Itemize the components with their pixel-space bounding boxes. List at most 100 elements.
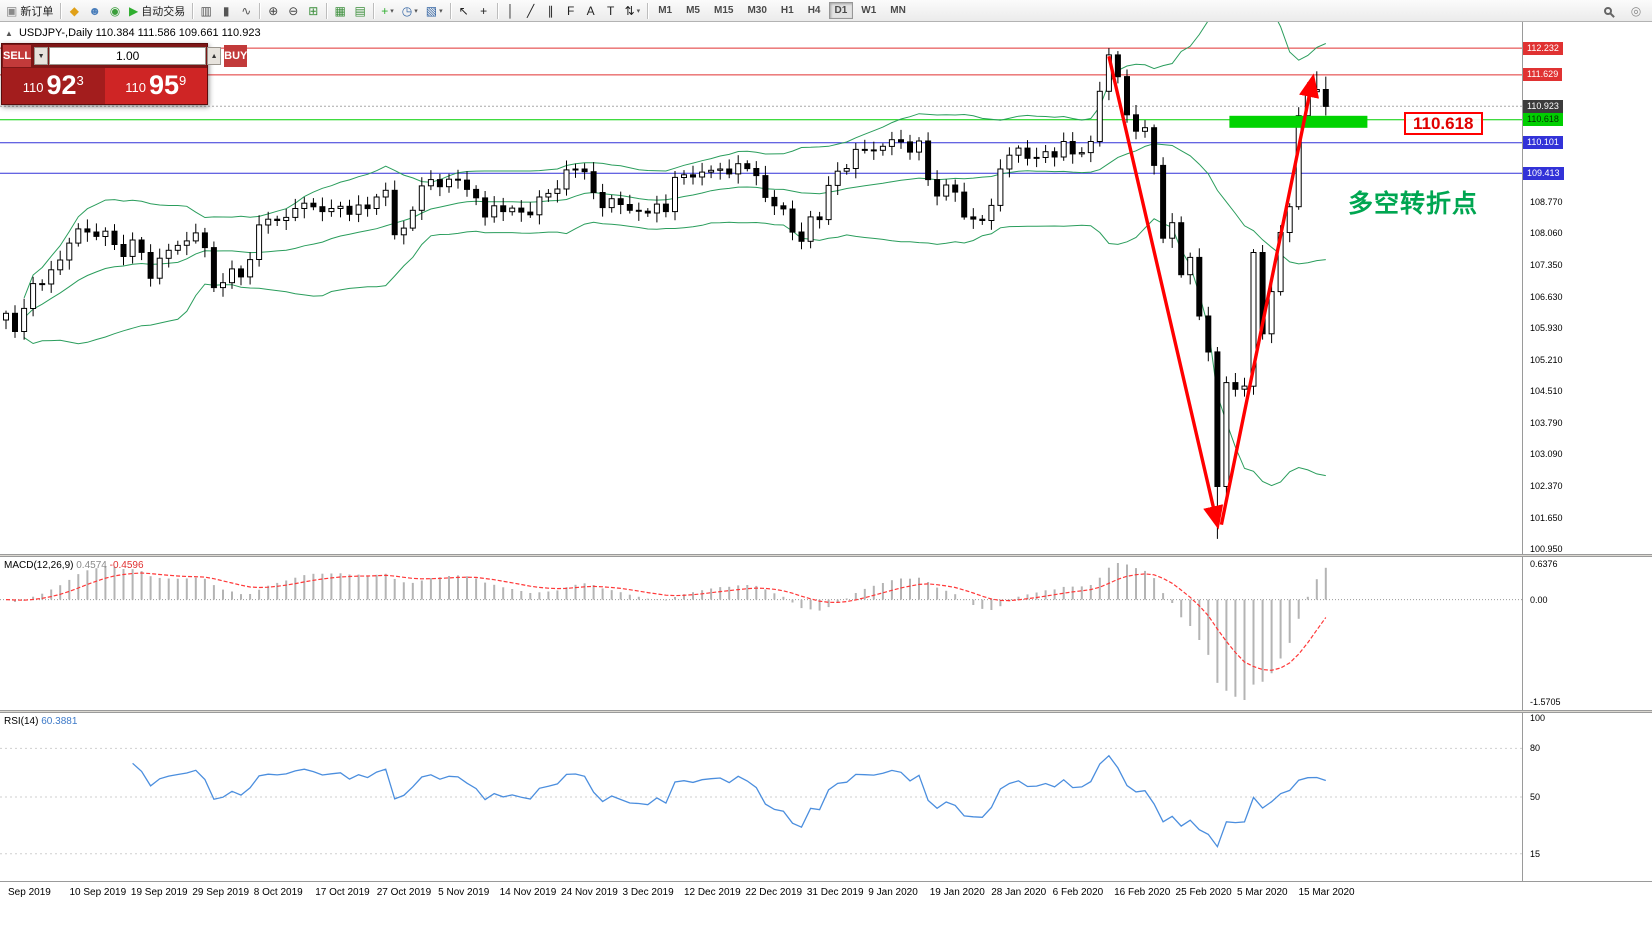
price-tick: 103.790 xyxy=(1530,417,1563,428)
vertical-line-tool[interactable]: │ xyxy=(501,2,521,20)
time-axis-label: 9 Jan 2020 xyxy=(868,887,918,898)
period-button[interactable]: ◷ ▾ xyxy=(398,2,422,20)
candlestick-mode-icon-icon: ▮ xyxy=(222,3,230,18)
profile-icon[interactable]: ☻ xyxy=(84,2,105,20)
crosshair-icon: + xyxy=(480,3,488,18)
channel-tool[interactable]: ∥ xyxy=(541,2,561,20)
price-callout-label[interactable]: 110.618 xyxy=(1404,112,1483,135)
price-tick: 108.770 xyxy=(1530,196,1563,207)
new-chart-icon: + xyxy=(381,3,389,18)
time-axis-label: Sep 2019 xyxy=(8,887,51,898)
volume-increase-button[interactable]: ▲ xyxy=(207,47,222,65)
time-axis[interactable]: Sep 2019 10 Sep 2019 19 Sep 2019 29 Sep 201… xyxy=(0,881,1652,907)
rsi-scale-label: 100 xyxy=(1530,713,1546,723)
timeframe-m15[interactable]: M15 xyxy=(714,5,734,16)
up-arrow xyxy=(1219,73,1320,526)
buy-button[interactable]: BUY xyxy=(224,45,248,67)
timeframe-h4[interactable]: H4 xyxy=(807,5,821,16)
vertical-line-icon: │ xyxy=(506,3,515,18)
timeframe-m30[interactable]: M30 xyxy=(747,5,767,16)
zoom-out-icon[interactable]: ⊖ xyxy=(283,2,303,20)
bar-chart-mode-icon-icon: ▥ xyxy=(200,3,212,18)
price-tick: 108.060 xyxy=(1530,228,1563,239)
new-order-icon: ▣ xyxy=(6,3,18,18)
account-button[interactable]: ◎ xyxy=(1626,2,1646,20)
fibonacci-tool[interactable]: F xyxy=(561,2,581,20)
chart-title: ▲ USDJPY-,Daily 110.384 111.586 109.661 … xyxy=(5,27,261,39)
panel-splitter[interactable] xyxy=(0,554,1652,557)
sell-price-button[interactable]: 110 92 3 xyxy=(2,68,105,104)
arrange-windows-icon[interactable]: ▤ xyxy=(350,2,370,20)
new-order-button-label: 新订单 xyxy=(20,5,54,18)
timeframe-m5[interactable]: M5 xyxy=(686,5,700,16)
timeframe-m1[interactable]: M1 xyxy=(658,5,673,16)
macd-scale[interactable]: 0.6376 0.00 -1.5705 xyxy=(1522,557,1652,710)
timeframe-d1[interactable]: D1 xyxy=(828,2,854,19)
rsi-name: RSI(14) xyxy=(4,716,39,727)
green-zone-rect xyxy=(1229,115,1368,128)
cascade-windows-icon[interactable]: ▦ xyxy=(330,2,350,20)
time-axis-label: 19 Sep 2019 xyxy=(130,887,188,898)
rsi-scale[interactable]: 100 80 50 15 xyxy=(1522,713,1652,881)
turning-point-annotation[interactable]: 多空转折点 xyxy=(1348,190,1479,218)
toolbar-right: ◎ xyxy=(1598,0,1646,22)
arrows-tool[interactable]: ⇅ ▾ xyxy=(621,2,645,20)
new-order-button[interactable]: ▣ 新订单 xyxy=(2,2,57,20)
volume-input[interactable] xyxy=(49,47,207,65)
text-tool[interactable]: A xyxy=(581,2,601,20)
volume-decrease-button[interactable]: ▼ xyxy=(34,47,49,65)
metaquotes-icon[interactable]: ◆ xyxy=(64,2,84,20)
candlestick-chart xyxy=(0,22,1522,539)
toolbar-separator xyxy=(496,2,498,19)
candlestick-chart-canvas[interactable] xyxy=(0,22,1522,554)
label-tool[interactable]: T xyxy=(601,2,621,20)
timeframe-w1[interactable]: W1 xyxy=(861,5,877,16)
search-icon xyxy=(1604,7,1612,15)
chevron-down-icon: ▾ xyxy=(636,7,641,15)
price-tick: 105.930 xyxy=(1530,322,1563,333)
time-axis-label: 19 Jan 2020 xyxy=(929,887,985,898)
chevron-down-icon: ▾ xyxy=(390,7,394,15)
rsi-panel[interactable]: 100 80 50 15 RSI(14) 60.3881 xyxy=(0,713,1652,881)
macd-label: MACD(12,26,9) 0.4574 -0.4596 xyxy=(4,560,144,571)
search-button[interactable] xyxy=(1598,2,1618,20)
price-tick: 104.510 xyxy=(1530,386,1563,397)
time-axis-label: 25 Feb 2020 xyxy=(1175,887,1232,898)
rsi-chart-canvas[interactable] xyxy=(0,713,1522,881)
macd-chart-canvas[interactable] xyxy=(0,557,1522,710)
toolbar: ▣ 新订单 ◆ ☻ ◉ ▶ 自动交易 ▥ ▮ ∿ ⊕ ⊖ ⊞ ▦ ▤ + ▾ ◷ ▾ ▧ ▾ ↖ + │ ╱ ∥ F A T ⇅ ▾ M1 M5… xyxy=(0,0,1652,22)
crosshair-tool[interactable]: + xyxy=(474,2,494,20)
timeframe-mn[interactable]: MN xyxy=(890,5,906,16)
macd-scale-label: 0.00 xyxy=(1530,594,1548,605)
time-axis-label: 3 Dec 2019 xyxy=(622,887,674,898)
time-axis-label: 5 Mar 2020 xyxy=(1237,887,1288,898)
buy-price-button[interactable]: 110 95 9 xyxy=(104,68,207,104)
time-axis-label: 6 Feb 2020 xyxy=(1052,887,1104,898)
line-chart-mode-icon[interactable]: ∿ xyxy=(236,2,256,20)
candlestick-mode-icon[interactable]: ▮ xyxy=(216,2,236,20)
template-button[interactable]: ▧ ▾ xyxy=(422,2,447,20)
cursor-tool[interactable]: ↖ xyxy=(454,2,474,20)
trendline-icon: ╱ xyxy=(526,3,535,18)
sell-button[interactable]: SELL xyxy=(3,45,32,67)
zoom-in-icon[interactable]: ⊕ xyxy=(263,2,283,20)
fibonacci-icon: F xyxy=(566,3,575,18)
caret-up-icon: ▲ xyxy=(210,52,218,60)
time-axis-label: 14 Nov 2019 xyxy=(499,887,557,898)
bar-chart-mode-icon[interactable]: ▥ xyxy=(196,2,216,20)
main-chart-panel[interactable]: 112.232 111.629 110.923 110.618 110.101 109.4… xyxy=(0,22,1652,554)
community-icon[interactable]: ◉ xyxy=(105,2,125,20)
price-tag: 110.618 xyxy=(1523,113,1563,127)
autotrading-button[interactable]: ▶ 自动交易 xyxy=(125,2,189,20)
new-chart-button[interactable]: + ▾ xyxy=(377,2,398,20)
chevron-down-icon: ▾ xyxy=(439,7,443,15)
panel-splitter[interactable] xyxy=(0,710,1652,713)
trendline-tool[interactable]: ╱ xyxy=(521,2,541,20)
tile-windows-icon[interactable]: ⊞ xyxy=(303,2,323,20)
price-tick: 100.950 xyxy=(1530,544,1563,554)
price-scale[interactable]: 112.232 111.629 110.923 110.618 110.101 109.4… xyxy=(1522,22,1652,554)
timeframe-h1[interactable]: H1 xyxy=(780,5,794,16)
buy-price-pips: 95 xyxy=(148,70,180,100)
macd-panel[interactable]: 0.6376 0.00 -1.5705 MACD(12,26,9) 0.4574 -… xyxy=(0,557,1652,710)
